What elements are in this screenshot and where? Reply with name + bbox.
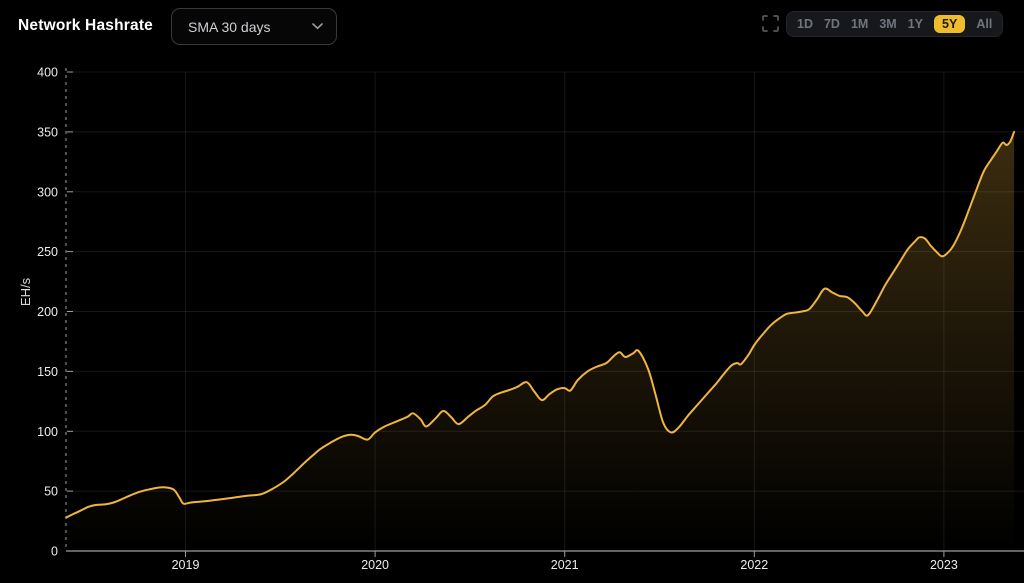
chart-area-fill xyxy=(66,131,1015,551)
y-axis-tick-label: 50 xyxy=(44,485,58,499)
range-button-5y[interactable]: 5Y xyxy=(934,14,966,34)
y-axis-tick-label: 150 xyxy=(37,365,58,379)
y-axis-tick-label: 100 xyxy=(37,425,58,439)
x-axis-tick-label: 2019 xyxy=(172,558,200,572)
fullscreen-icon xyxy=(761,15,779,32)
range-selector: 1D 7D 1M 3M 1Y 5Y All xyxy=(786,11,1004,37)
y-axis-tick-label: 300 xyxy=(37,185,58,199)
x-axis-tick-label: 2020 xyxy=(361,558,389,572)
range-button-1y[interactable]: 1Y xyxy=(907,16,924,31)
range-button-7d[interactable]: 7D xyxy=(823,16,840,31)
x-axis-tick-label: 2022 xyxy=(740,558,768,572)
y-axis-tick-label: 250 xyxy=(37,245,58,259)
range-button-1m[interactable]: 1M xyxy=(850,16,869,31)
y-axis-unit-label: EH/s xyxy=(18,277,33,306)
y-axis-tick-label: 0 xyxy=(51,545,58,559)
x-axis-tick-label: 2021 xyxy=(551,558,579,572)
y-axis-tick-label: 350 xyxy=(37,125,58,139)
chart-axis-labels: 0 50 100 150 200 250 300 350 400 2019 2020 2021 2022… xyxy=(18,66,958,573)
range-button-all[interactable]: All xyxy=(976,16,993,31)
y-axis-tick-label: 200 xyxy=(37,305,58,319)
sma-dropdown[interactable]: SMA 30 days xyxy=(171,8,337,45)
range-button-1d[interactable]: 1D xyxy=(797,16,813,31)
hashrate-line-path xyxy=(65,130,1016,519)
chart-axes xyxy=(65,68,1024,557)
fullscreen-button[interactable] xyxy=(757,11,783,37)
chevron-down-icon xyxy=(312,23,323,30)
x-axis-tick-label: 2023 xyxy=(930,558,958,572)
page-title: Network Hashrate xyxy=(18,17,153,34)
y-axis-tick-label: 400 xyxy=(37,66,58,80)
hashrate-line xyxy=(65,130,1016,519)
range-button-3m[interactable]: 3M xyxy=(879,16,897,31)
hashrate-area xyxy=(66,131,1015,551)
sma-dropdown-value: SMA 30 days xyxy=(188,18,271,35)
